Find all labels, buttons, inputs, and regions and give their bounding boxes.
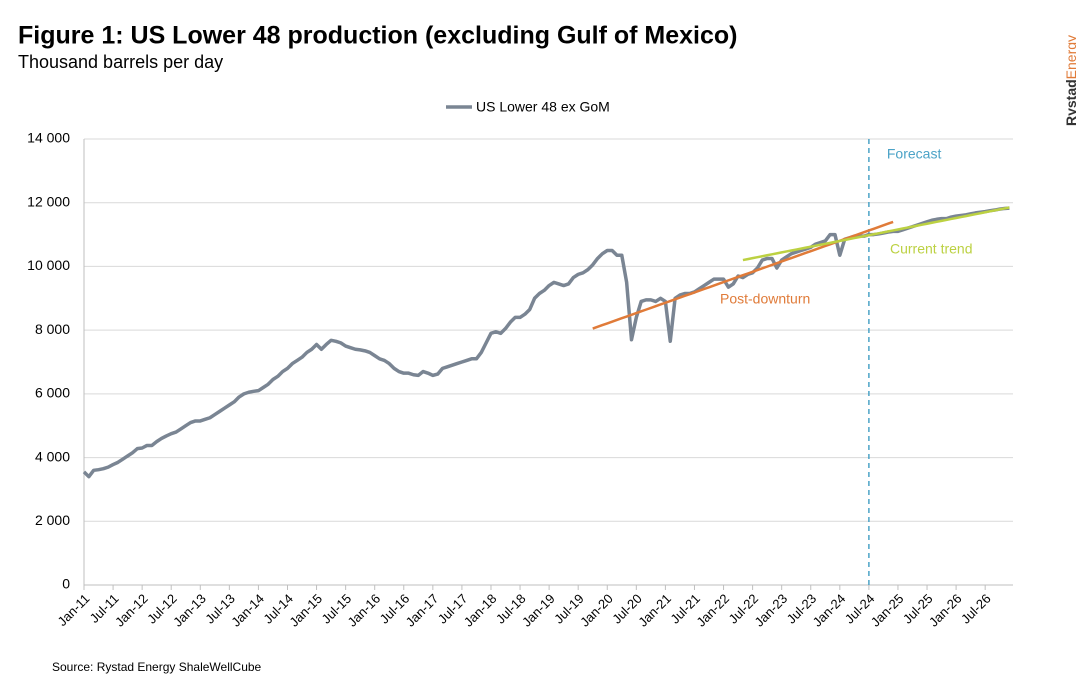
forecast-label: Forecast — [887, 146, 942, 162]
x-tick-label: Jan-17 — [403, 591, 442, 630]
series-line — [82, 206, 1010, 479]
x-tick-label: Jan-26 — [926, 591, 965, 630]
x-tick-label: Jan-20 — [577, 591, 616, 630]
y-tick-label: 2 000 — [35, 512, 70, 528]
y-tick-label: 10 000 — [27, 257, 70, 273]
x-tick-label: Jan-24 — [810, 591, 849, 630]
brand: RystadEnergy — [1063, 35, 1076, 126]
trend-line — [592, 220, 894, 330]
y-tick-label: 4 000 — [35, 448, 70, 464]
y-tick-label: 0 — [62, 576, 70, 592]
chart-subtitle: Thousand barrels per day — [18, 52, 223, 72]
x-tick-label: Jan-14 — [228, 591, 267, 630]
brand-name: Energy — [1063, 35, 1076, 79]
x-tick-label: Jul-26 — [958, 591, 994, 627]
y-tick-label: 12 000 — [27, 193, 70, 209]
x-tick-label: Jan-16 — [345, 591, 384, 630]
x-tick-label: Jan-15 — [286, 591, 325, 630]
x-tick-label: Jan-18 — [461, 591, 500, 630]
trend-label: Post-downturn — [720, 291, 810, 307]
chart-title: Figure 1: US Lower 48 production (exclud… — [18, 22, 738, 50]
brand-name: Rystad — [1063, 79, 1076, 126]
x-tick-label: Jan-22 — [693, 591, 732, 630]
y-tick-label: 14 000 — [27, 130, 70, 146]
x-tick-label: Jan-11 — [55, 591, 93, 629]
y-tick-label: 6 000 — [35, 385, 70, 401]
y-tick-label: 8 000 — [35, 321, 70, 337]
trend-label: Current trend — [890, 241, 972, 257]
legend-label: US Lower 48 ex GoM — [476, 99, 610, 115]
x-tick-label: Jan-21 — [635, 591, 674, 630]
trend-line — [742, 206, 1010, 262]
x-tick-label: Jan-19 — [519, 591, 558, 630]
x-tick-label: Jan-23 — [752, 591, 791, 630]
x-tick-label: Jan-12 — [112, 591, 151, 630]
x-tick-label: Jan-13 — [170, 591, 209, 630]
x-tick-label: Jan-25 — [868, 591, 907, 630]
source: Source: Rystad Energy ShaleWellCube — [52, 660, 262, 674]
